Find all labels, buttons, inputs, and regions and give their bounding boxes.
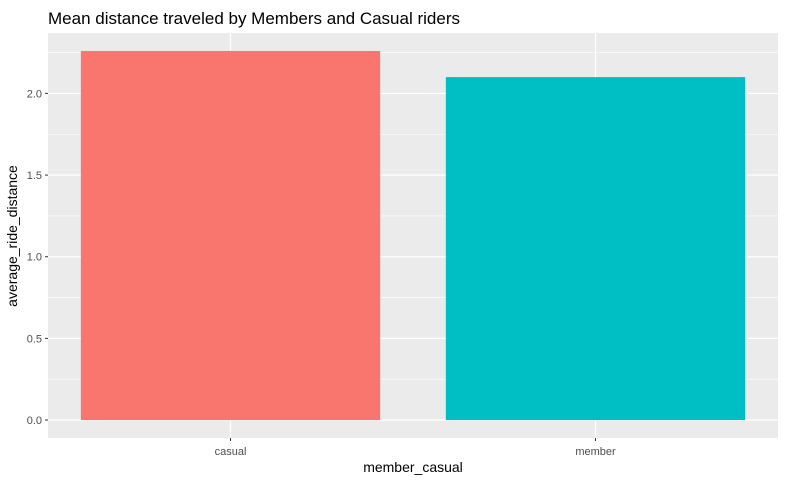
y-tick-label: 1.5 bbox=[27, 170, 42, 182]
y-tick-label: 0.5 bbox=[27, 333, 42, 345]
y-tick-label: 2.0 bbox=[27, 88, 42, 100]
x-axis-title: member_casual bbox=[363, 459, 463, 475]
x-tick-label: casual bbox=[215, 446, 247, 458]
x-tick-label: member bbox=[575, 446, 616, 458]
bar-member bbox=[445, 77, 746, 421]
y-axis-title: average_ride_distance bbox=[4, 165, 20, 307]
axis-ticks: 0.0 0.5 1.0 1.5 2.0 casual member bbox=[27, 88, 616, 458]
bar-casual bbox=[80, 50, 381, 421]
y-tick-label: 1.0 bbox=[27, 252, 42, 264]
bars bbox=[80, 50, 746, 421]
chart-title: Mean distance traveled by Members and Ca… bbox=[48, 9, 460, 28]
y-tick-label: 0.0 bbox=[27, 415, 42, 427]
